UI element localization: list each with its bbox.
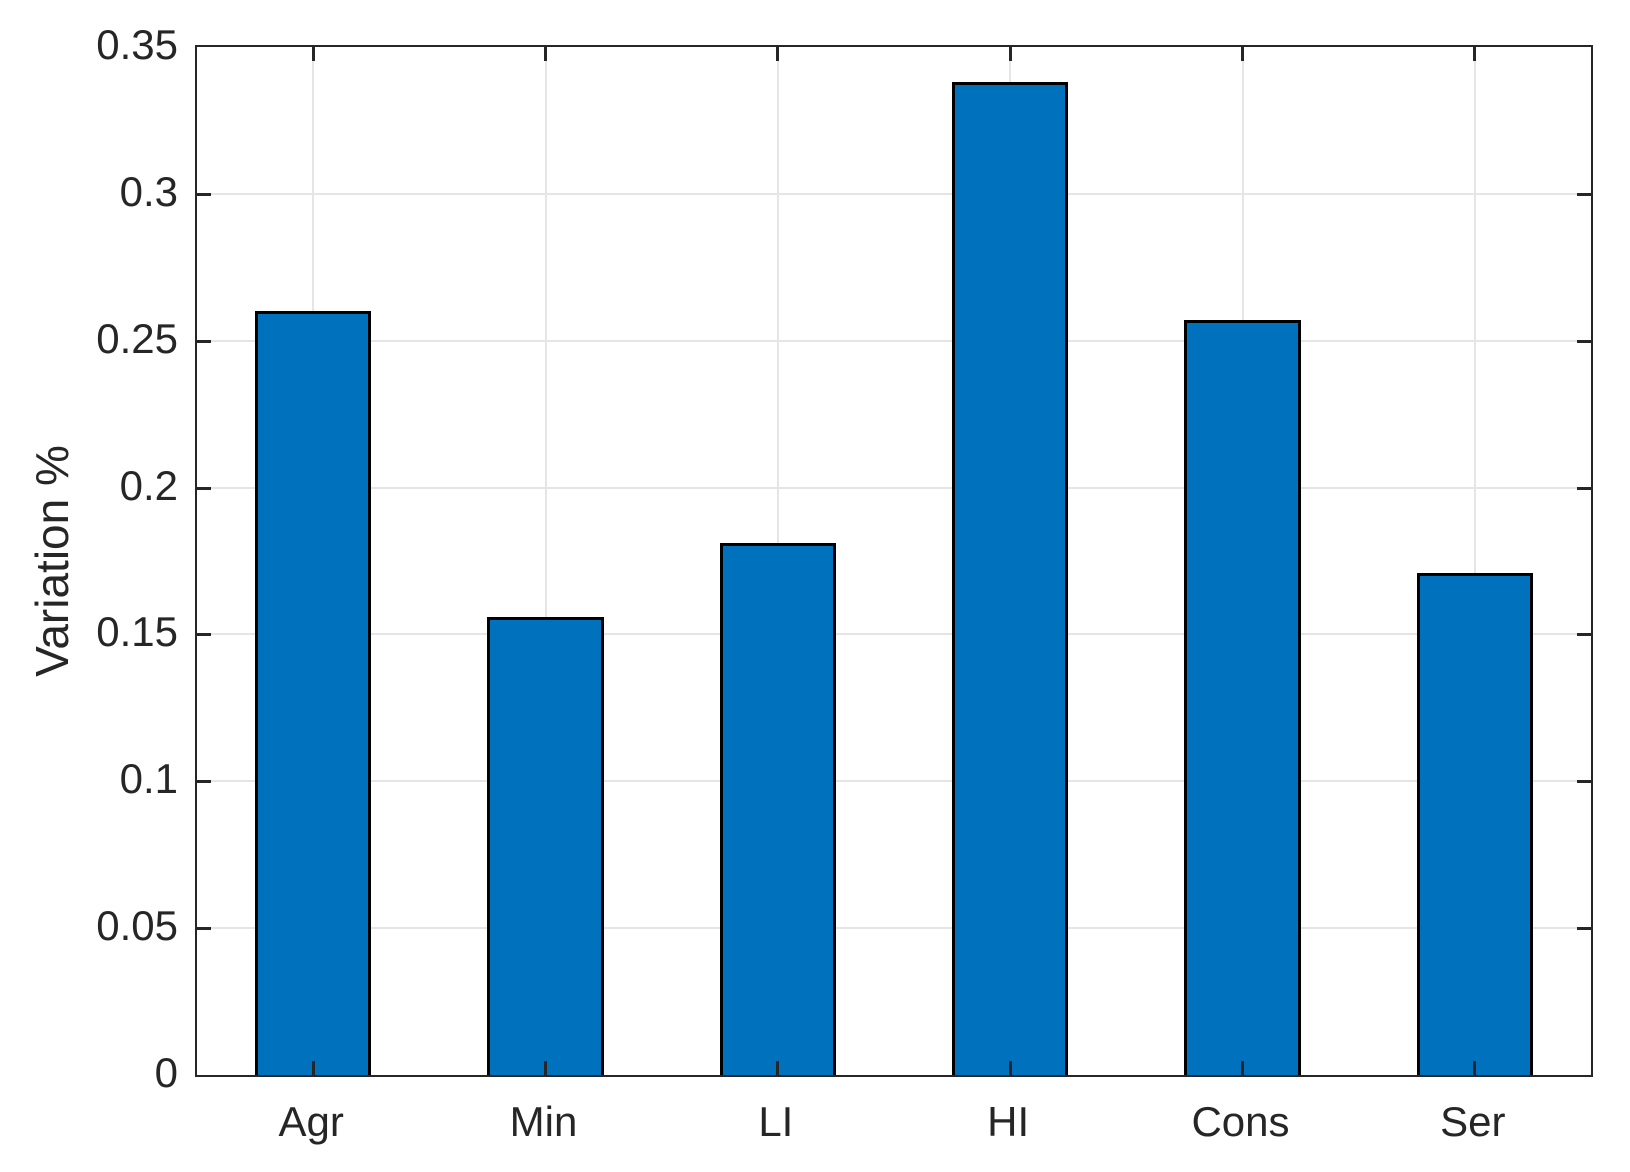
x-tick-mark [776,47,780,61]
y-tick-label: 0.05 [96,902,178,950]
y-tick-mark [1577,927,1591,931]
h-gridline [197,486,1591,489]
x-tick-label: Min [509,1098,578,1145]
x-tick-mark [1473,47,1477,61]
y-tick-label: 0.35 [96,21,178,68]
x-tick-mark [544,1061,547,1075]
v-gridline [544,47,547,1075]
x-tick-label: HI [987,1098,1030,1145]
h-gridline [197,780,1591,783]
x-tick-mark [1241,47,1244,61]
x-tick-mark [1241,1061,1244,1075]
h-gridline [197,633,1591,636]
bar [487,616,604,1075]
y-tick-mark [197,633,211,637]
bar [719,543,836,1075]
bar [255,311,372,1075]
x-tick-mark [311,1061,315,1075]
bar [952,82,1069,1075]
y-tick-label: 0.1 [119,755,178,803]
x-tick-label: Cons [1191,1098,1290,1145]
y-tick-mark [197,339,211,343]
y-tick-label: 0 [154,1049,178,1096]
y-tick-mark [197,780,211,784]
x-tick-label: Agr [278,1098,344,1145]
bars-layer [197,47,1591,1075]
plot-area [195,45,1593,1077]
h-gridline [197,192,1591,195]
x-tick-label: LI [758,1098,794,1145]
bar [1184,320,1301,1075]
y-tick-mark [1577,486,1591,490]
y-tick-mark [197,486,211,490]
y-tick-mark [1577,339,1591,343]
x-tick-label: Ser [1440,1098,1506,1145]
h-gridline [197,927,1591,930]
y-tick-mark [1577,780,1591,784]
h-gridline [197,339,1591,342]
ticks-layer [197,47,1591,1075]
y-tick-label: 0.3 [119,167,178,215]
x-tick-mark [1008,47,1012,61]
x-tick-mark [1008,1061,1012,1075]
y-tick-mark [1577,633,1591,637]
y-tick-mark [1577,192,1591,196]
v-gridline [1473,47,1476,1075]
y-tick-label: 0.15 [96,608,178,656]
y-tick-label: 0.2 [119,461,178,509]
x-tick-mark [776,1061,780,1075]
y-tick-label: 0.25 [96,314,178,362]
y-tick-mark [197,192,211,196]
x-tick-mark [311,47,315,61]
x-tick-mark [1473,1061,1477,1075]
bar [1416,572,1533,1075]
y-tick-mark [197,927,211,931]
x-tick-mark [544,47,547,61]
